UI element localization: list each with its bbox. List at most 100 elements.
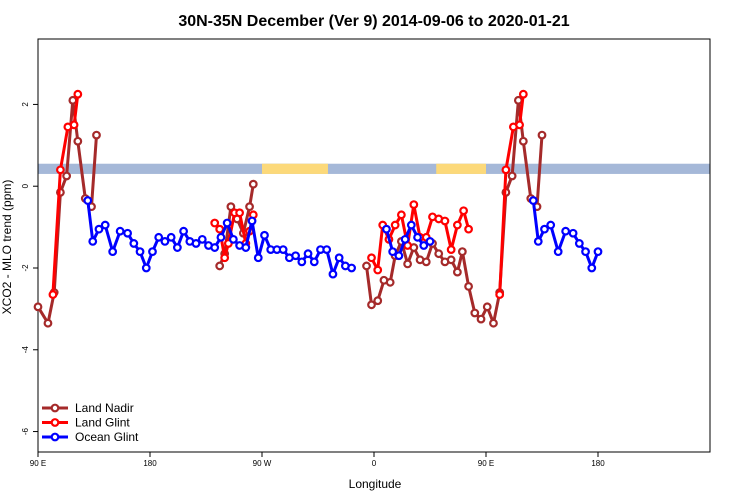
axis-ticks: 90 E 180 90 W 0 90 E 180 2 0 -2 -4 -6 (21, 102, 605, 468)
data-point (197, 234, 207, 244)
data-point (73, 136, 83, 146)
data-point (216, 232, 226, 242)
data-point (489, 318, 498, 328)
data-point (413, 232, 422, 242)
data-point (141, 263, 151, 273)
data-point (297, 257, 307, 267)
data-point (100, 220, 110, 230)
data-point (191, 239, 201, 248)
data-point (123, 228, 132, 238)
data-point (390, 220, 400, 230)
data-point (226, 202, 236, 212)
legend-entry-label: Ocean Glint (75, 430, 139, 444)
y-tick-label: -6 (21, 427, 30, 435)
data-point (406, 220, 416, 230)
data-point (334, 253, 344, 263)
land-band-segment (436, 163, 486, 174)
data-point (400, 234, 410, 244)
data-point (528, 196, 538, 205)
data-point (382, 224, 391, 234)
data-point (328, 269, 338, 279)
data-point (73, 89, 83, 99)
data-point (179, 226, 189, 236)
data-point (210, 218, 220, 228)
data-point (457, 247, 467, 257)
legend-marker (50, 403, 60, 413)
data-point (421, 257, 431, 267)
data-point (446, 255, 456, 265)
data-point (129, 239, 139, 248)
data-point (409, 200, 419, 210)
data-point (62, 171, 72, 181)
data-point (482, 302, 492, 312)
data-point (43, 318, 53, 328)
data-point (515, 120, 524, 130)
legend-marker (50, 418, 60, 427)
data-point (561, 226, 571, 236)
y-tick-label: 2 (21, 102, 30, 107)
data-point (587, 263, 597, 273)
data-point (210, 243, 220, 252)
y-tick-label: 0 (21, 183, 30, 188)
data-point (278, 245, 288, 254)
plot-frame (37, 38, 711, 453)
data-point (367, 300, 376, 310)
data-point (425, 237, 435, 246)
data-point (546, 220, 556, 230)
data-point (396, 210, 406, 220)
series-land-nadir (33, 95, 547, 328)
x-tick-label: 180 (143, 459, 157, 468)
data-point (69, 120, 79, 130)
data-point (464, 224, 473, 234)
data-point (253, 253, 263, 263)
data-point (385, 277, 395, 287)
data-point (228, 234, 238, 244)
data-point (470, 308, 480, 318)
data-point (568, 228, 578, 238)
data-point (68, 95, 78, 105)
series-line (365, 98, 544, 325)
data-point (501, 165, 511, 175)
data-point (94, 224, 104, 234)
data-point (108, 247, 118, 257)
data-point (172, 243, 182, 252)
data-point (440, 216, 450, 226)
data-point (581, 247, 590, 257)
x-tick-label: 0 (372, 459, 377, 468)
data-point (160, 237, 170, 246)
data-point (148, 247, 157, 257)
data-point (248, 179, 258, 189)
data-point (92, 130, 101, 140)
data-point (247, 216, 257, 226)
data-point (135, 247, 145, 257)
land-band-segment (262, 163, 328, 174)
y-tick-label: -2 (21, 264, 30, 272)
legend-marker (50, 432, 60, 442)
x-tick-label: 90 E (478, 459, 494, 468)
data-point (291, 251, 301, 261)
legend-entry-label: Land Nadir (75, 401, 134, 415)
data-point (388, 247, 398, 257)
series-ocean-glint (83, 196, 603, 279)
data-point (303, 249, 313, 259)
data-point (373, 265, 383, 275)
data-point (593, 247, 603, 257)
data-point (553, 247, 563, 257)
data-point (347, 263, 357, 273)
data-point (537, 130, 547, 140)
data-point (513, 95, 523, 105)
data-point (446, 245, 456, 254)
data-point (235, 208, 245, 218)
y-tick-label: -4 (21, 346, 30, 354)
ocean-band (38, 163, 710, 174)
data-point (518, 89, 528, 99)
land-mask-band (38, 163, 710, 174)
data-point (574, 239, 584, 248)
data-point (452, 267, 462, 277)
data-point (33, 302, 43, 312)
data-point (367, 253, 376, 263)
x-tick-label: 180 (591, 459, 605, 468)
data-point (56, 165, 65, 175)
